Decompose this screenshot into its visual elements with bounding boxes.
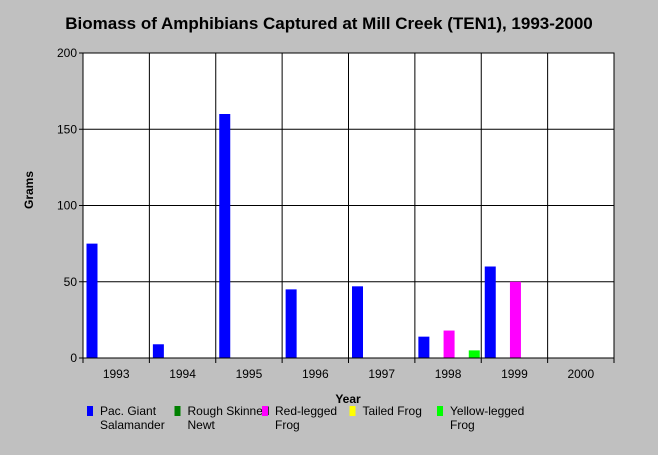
legend-swatch xyxy=(437,406,443,416)
legend-label: Red-legged xyxy=(275,404,337,418)
bar xyxy=(443,330,455,358)
bar xyxy=(418,336,430,358)
x-tick-label: 1994 xyxy=(169,367,196,381)
legend-label: Newt xyxy=(188,418,216,432)
chart-title: Biomass of Amphibians Captured at Mill C… xyxy=(65,14,592,33)
x-tick-label: 1993 xyxy=(103,367,130,381)
bar xyxy=(86,243,98,358)
x-tick-label: 1997 xyxy=(368,367,395,381)
y-tick-label: 150 xyxy=(57,122,77,136)
bar xyxy=(352,286,363,358)
y-axis-ticks: 0 50 100 150 200 xyxy=(57,46,83,365)
bar xyxy=(285,289,297,358)
grid-lines xyxy=(83,53,614,358)
bar xyxy=(219,114,231,358)
x-axis-label: Year xyxy=(335,392,361,406)
x-tick-label: 2000 xyxy=(567,367,594,381)
bar xyxy=(468,350,480,358)
x-tick-label: 1995 xyxy=(236,367,263,381)
legend-swatch xyxy=(349,406,356,416)
legend-swatch xyxy=(174,406,181,416)
bar xyxy=(152,344,164,358)
bars-group xyxy=(86,114,521,358)
legend-label: Tailed Frog xyxy=(363,404,422,418)
bar xyxy=(509,281,521,358)
legend-swatch xyxy=(87,406,93,416)
bar xyxy=(484,266,496,358)
y-tick-label: 100 xyxy=(57,199,77,213)
y-axis-label: Grams xyxy=(22,171,36,209)
legend-label: Frog xyxy=(450,418,475,432)
legend-label: Salamander xyxy=(100,418,165,432)
x-axis-ticks: 1993 1994 1995 1996 1997 1998 1999 2000 xyxy=(82,358,615,381)
y-tick-label: 200 xyxy=(57,46,77,60)
y-tick-label: 0 xyxy=(70,351,77,365)
x-tick-label: 1996 xyxy=(302,367,329,381)
legend-label: Frog xyxy=(275,418,300,432)
legend-swatch xyxy=(262,406,268,416)
x-tick-label: 1999 xyxy=(501,367,528,381)
legend-label: Pac. Giant xyxy=(100,404,157,418)
y-tick-label: 50 xyxy=(64,275,78,289)
legend-label: Rough Skinned xyxy=(188,404,270,418)
legend-label: Yellow-legged xyxy=(450,404,524,418)
x-tick-label: 1998 xyxy=(435,367,462,381)
